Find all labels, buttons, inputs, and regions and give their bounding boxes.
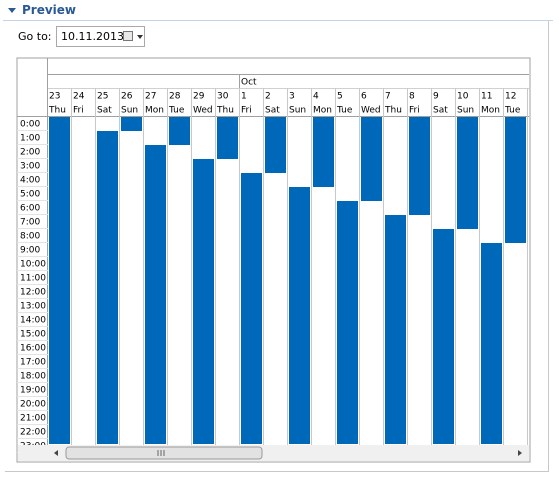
day-label: 24 (73, 92, 85, 102)
busy-block (289, 187, 310, 444)
hour-label: 11:00 (20, 274, 46, 284)
day-label: 12 (505, 92, 516, 102)
weekday-label: Fri (409, 106, 420, 116)
day-label: 29 (193, 92, 205, 102)
hour-label: 1:00 (20, 134, 40, 144)
weekday-label: Fri (241, 106, 252, 116)
busy-block (241, 173, 262, 444)
busy-block (337, 201, 358, 444)
busy-block (265, 117, 286, 173)
day-label: 28 (169, 92, 181, 102)
hour-label: 12:00 (20, 288, 46, 298)
weekday-label: Sat (97, 106, 112, 116)
weekday-label: Sun (457, 106, 474, 116)
day-label: 5 (337, 92, 343, 102)
busy-block (217, 117, 238, 159)
hour-label: 10:00 (20, 260, 46, 270)
day-label: 4 (313, 92, 319, 102)
scroll-right[interactable] (518, 450, 522, 456)
day-label: 10 (457, 92, 469, 102)
hour-label: 9:00 (20, 246, 40, 256)
day-label: 27 (145, 92, 156, 102)
weekday-label: Sun (289, 106, 306, 116)
header-rule (3, 20, 553, 21)
hour-label: 3:00 (20, 162, 40, 172)
scrollbar-grip (157, 450, 165, 456)
hour-label: 18:00 (20, 372, 46, 382)
section-header[interactable]: Preview (8, 3, 76, 17)
weekday-label: Wed (361, 106, 381, 116)
day-label: 7 (385, 92, 391, 102)
weekday-label: Thu (384, 106, 402, 116)
hour-label: 16:00 (20, 344, 46, 354)
weekday-label: Tue (336, 106, 353, 116)
day-label: 25 (97, 92, 108, 102)
hour-label: 5:00 (20, 190, 40, 200)
goto-label: Go to: (18, 30, 52, 43)
day-label: 9 (433, 92, 439, 102)
hour-label: 20:00 (20, 400, 46, 410)
weekday-label: Tue (168, 106, 185, 116)
hour-label: 8:00 (20, 232, 40, 242)
hour-label: 22:00 (20, 428, 46, 438)
busy-block (385, 215, 406, 444)
busy-block (361, 117, 382, 201)
day-label: 23 (49, 92, 60, 102)
weekday-label: Sun (121, 106, 138, 116)
weekday-label: Thu (48, 106, 66, 116)
hour-label: 17:00 (20, 358, 46, 368)
busy-block (49, 117, 70, 444)
date-value: 10.11.2013 (61, 30, 124, 43)
day-label: 6 (361, 92, 367, 102)
section-title: Preview (22, 3, 77, 17)
date-input[interactable]: 10.11.2013 (56, 26, 145, 47)
busy-block (505, 117, 526, 243)
weekday-label: Wed (193, 106, 213, 116)
hour-label: 13:00 (20, 302, 46, 312)
hour-label: 7:00 (20, 218, 40, 228)
busy-block (457, 117, 478, 229)
weekday-label: Fri (73, 106, 84, 116)
hour-label: 14:00 (20, 316, 46, 326)
panel-frame (5, 21, 549, 472)
weekday-label: Thu (216, 106, 234, 116)
hour-label: 6:00 (20, 204, 40, 214)
dropdown-arrow[interactable] (137, 35, 143, 39)
day-label: 3 (289, 92, 295, 102)
busy-block (121, 117, 142, 131)
day-label: 2 (265, 92, 271, 102)
busy-block (481, 243, 502, 444)
busy-block (313, 117, 334, 187)
busy-block (169, 117, 190, 145)
busy-block (97, 131, 118, 444)
day-label: 8 (409, 92, 415, 102)
weekday-label: Mon (145, 106, 164, 116)
hour-label: 19:00 (20, 386, 46, 396)
busy-block (433, 229, 454, 444)
month-label: Oct (241, 78, 257, 88)
busy-block (193, 159, 214, 444)
hour-label: 21:00 (20, 414, 46, 424)
hour-label: 15:00 (20, 330, 46, 340)
day-label: 11 (481, 92, 492, 102)
hour-label: 2:00 (20, 148, 40, 158)
weekday-label: Sat (265, 106, 280, 116)
day-label: 26 (121, 92, 133, 102)
hour-label: 0:00 (20, 120, 40, 130)
day-label: 30 (217, 92, 229, 102)
calendar-icon[interactable] (123, 31, 133, 41)
weekday-label: Mon (481, 106, 500, 116)
weekday-label: Mon (313, 106, 332, 116)
busy-block (145, 145, 166, 444)
day-label: 1 (241, 92, 247, 102)
scroll-left[interactable] (54, 450, 58, 456)
weekday-label: Sat (433, 106, 448, 116)
hour-label: 4:00 (20, 176, 40, 186)
busy-block (409, 117, 430, 215)
weekday-label: Tue (504, 106, 521, 116)
